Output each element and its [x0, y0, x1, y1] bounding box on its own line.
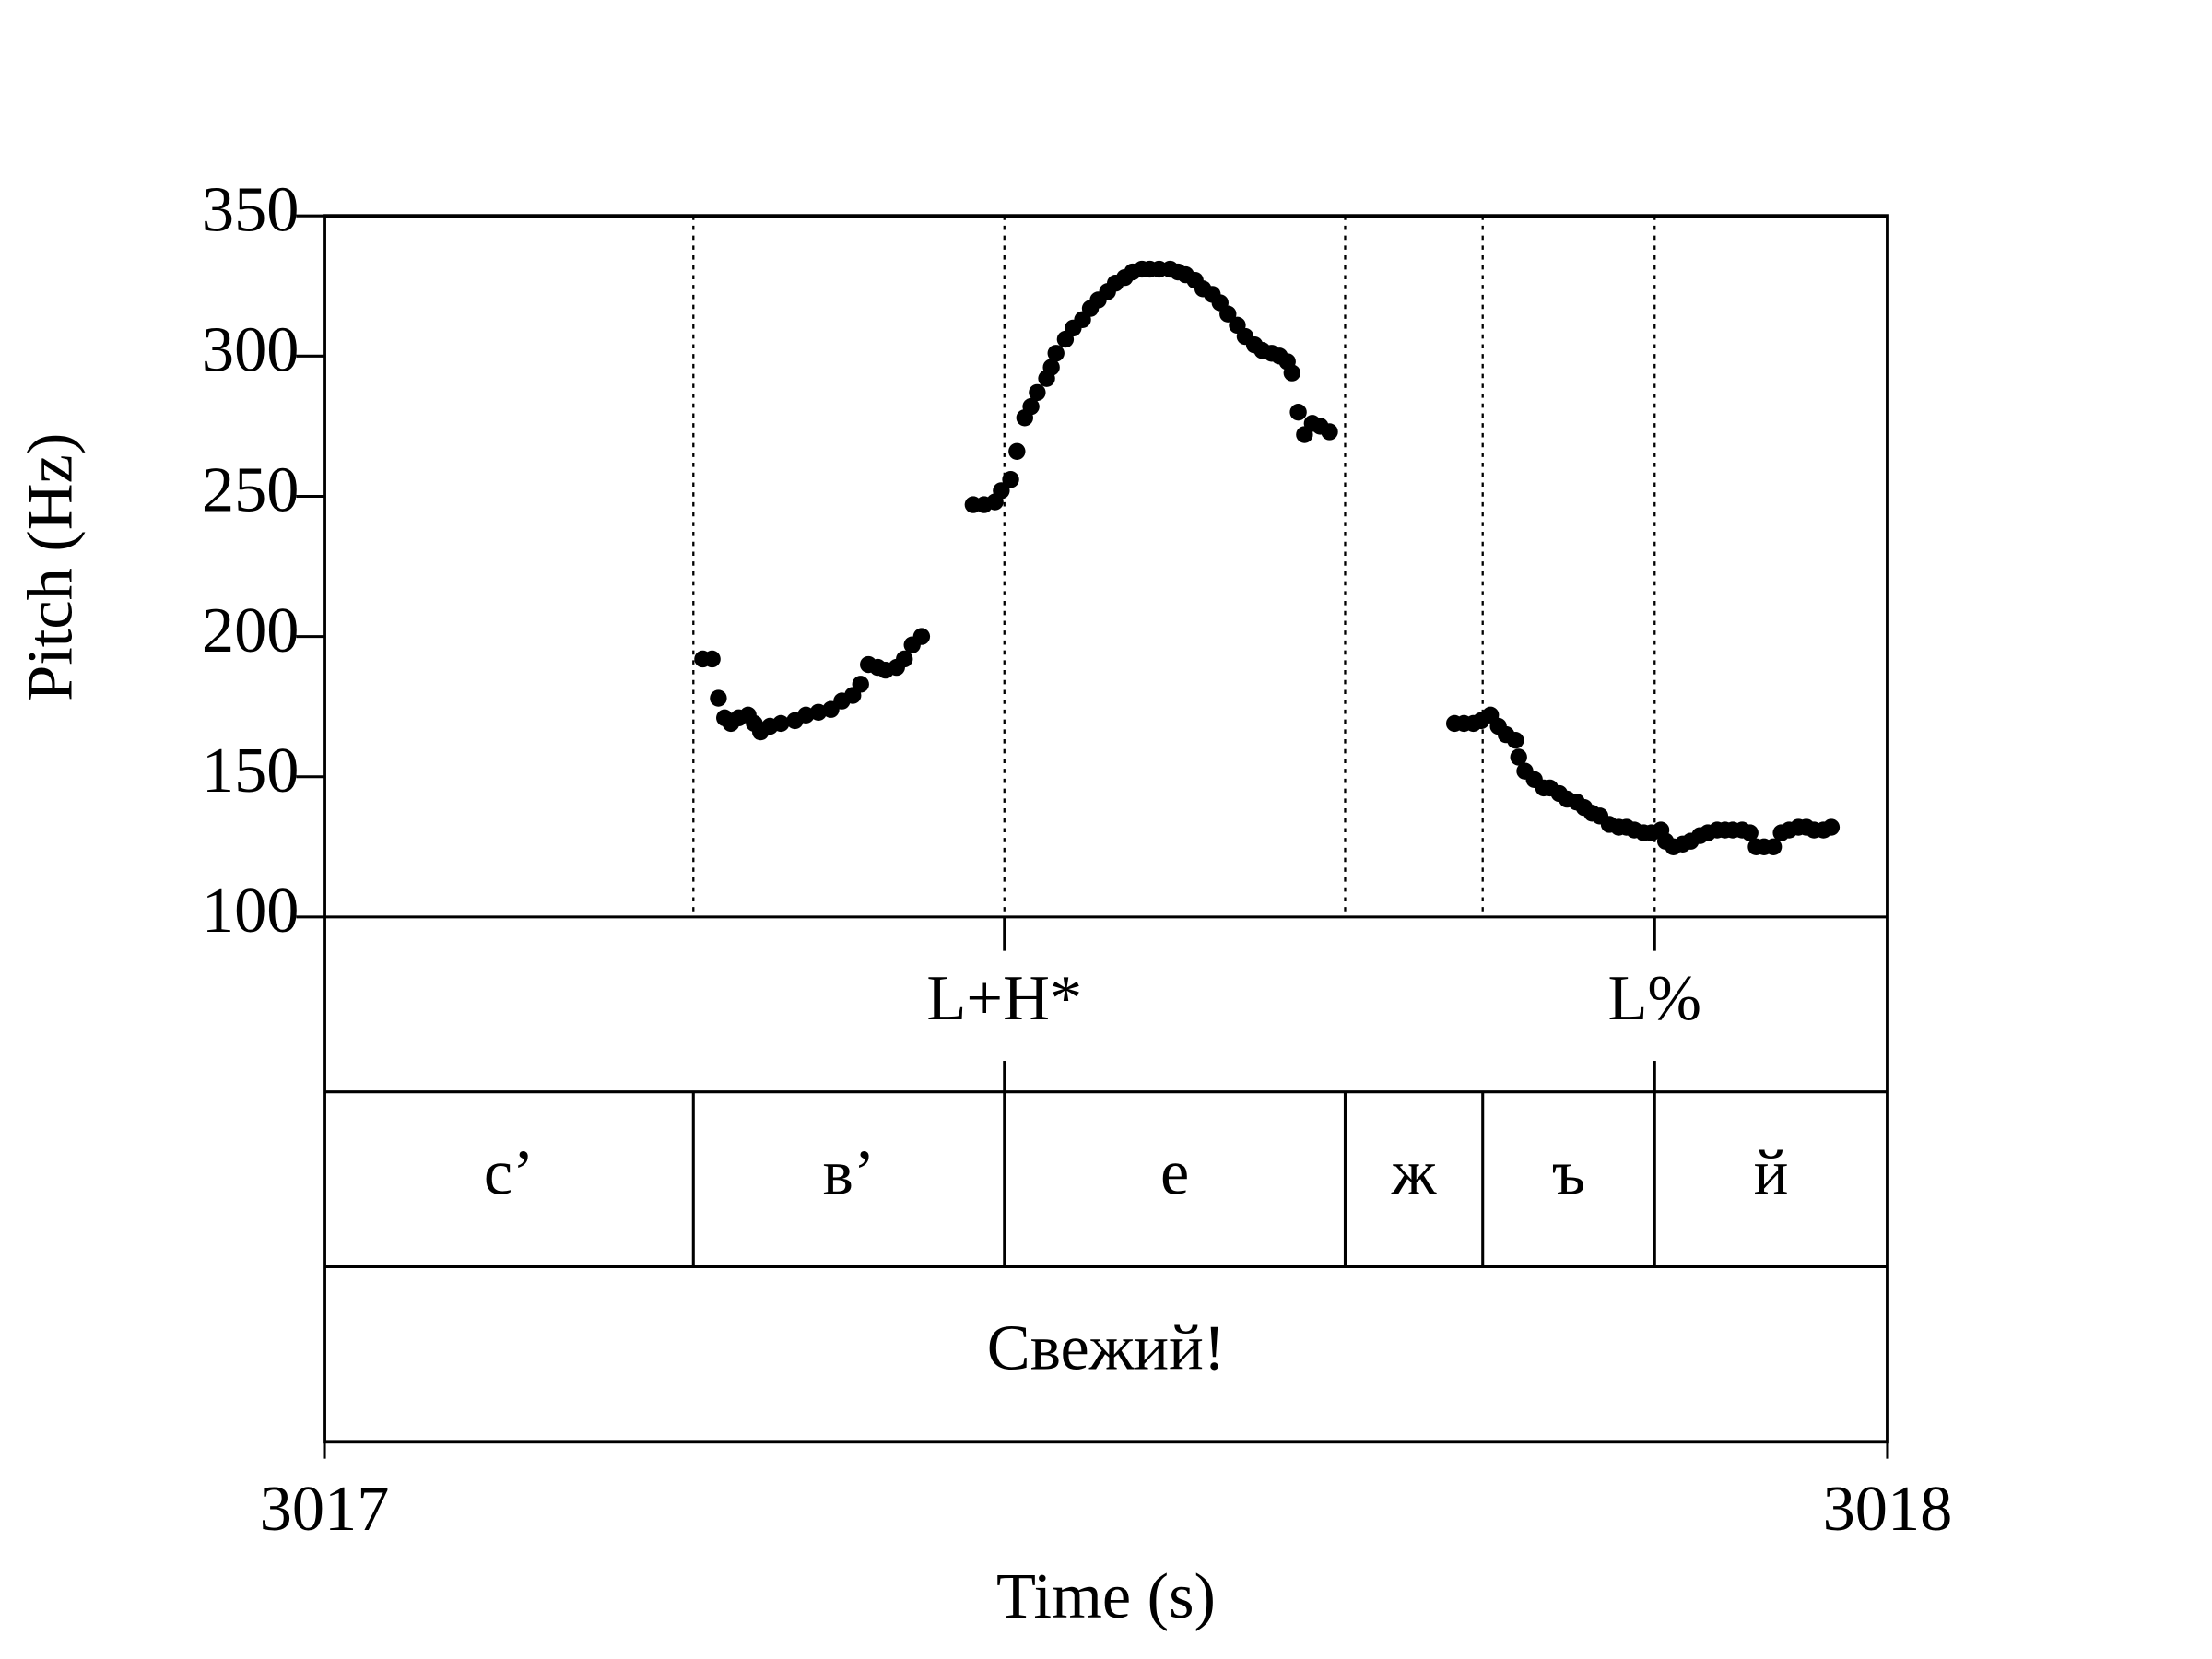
pitch-point [1822, 818, 1841, 836]
segment-label: в’ [823, 1137, 876, 1209]
pitch-point [993, 482, 1010, 500]
pitch-point [1002, 471, 1019, 488]
pitch-point [1321, 423, 1338, 441]
pitch-point [1219, 305, 1237, 323]
y-tick-label: 100 [202, 875, 300, 947]
pitch-point [703, 650, 721, 668]
pitch-point [710, 689, 727, 707]
x-tick-label: 3017 [260, 1473, 390, 1545]
pitch-point [1507, 732, 1524, 749]
segment-label: ъ [1552, 1137, 1585, 1209]
y-tick-label: 300 [202, 313, 300, 385]
plot-frame [323, 214, 1889, 1444]
pitch-point [1741, 824, 1759, 841]
pitch-point [1764, 838, 1783, 856]
pitch-point [772, 714, 790, 733]
segment-label: с’ [484, 1137, 535, 1209]
pitch-point [1047, 345, 1065, 362]
pitch-point [1029, 383, 1046, 402]
pitch-point [1289, 404, 1307, 421]
x-axis-label: Time (s) [996, 1560, 1216, 1632]
y-axis-label: Pitch (Hz) [14, 433, 86, 701]
y-tick-label: 200 [202, 594, 300, 666]
pitch-point [1042, 359, 1060, 376]
pitch-point [852, 676, 869, 693]
y-tick-label: 150 [202, 735, 300, 806]
tone-label: L% [1607, 962, 1701, 1034]
word-label: Свежий! [987, 1312, 1225, 1384]
pitch-point [912, 628, 931, 645]
segment-label: е [1160, 1137, 1189, 1209]
pitch-point [1510, 748, 1527, 766]
y-tick-label: 350 [202, 173, 300, 245]
pitch-point [1283, 364, 1300, 382]
segment-label: й [1754, 1137, 1789, 1209]
x-tick-label: 3018 [1823, 1473, 1953, 1545]
pitch-point [896, 650, 913, 668]
y-tick-label: 250 [202, 454, 300, 526]
pitch-point [1022, 397, 1040, 416]
tone-label: L+H* [926, 962, 1082, 1034]
segment-label: ж [1391, 1137, 1437, 1209]
pitch-point [1008, 442, 1026, 460]
